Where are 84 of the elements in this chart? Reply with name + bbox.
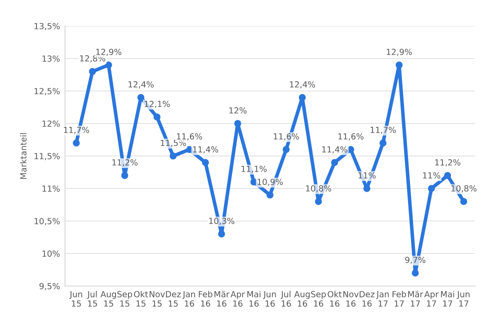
x-tick-label: Sep 15 [117, 291, 132, 307]
point [396, 62, 403, 68]
y-tick-label: 9,5% [39, 282, 60, 290]
data-label: 12,4% [290, 81, 316, 88]
data-label: 9,7% [405, 256, 426, 264]
x-tick-label: Mai 17 [441, 290, 454, 307]
point [202, 159, 209, 166]
x-tick-label: Dez 16 [360, 291, 374, 307]
data-label: 10,9% [258, 178, 283, 186]
x-tick-label: Feb 16 [198, 290, 212, 307]
point [88, 68, 96, 75]
data-label: 12,9% [386, 48, 412, 56]
y-tick-label: 11% [42, 185, 60, 192]
x-tick-label: Dez 15 [166, 291, 181, 307]
point [428, 185, 435, 192]
data-label: 11,7% [64, 126, 90, 134]
point [154, 114, 160, 120]
x-tick-label: Nov 15 [150, 291, 165, 307]
point [298, 94, 306, 101]
data-label: 11,4% [322, 146, 348, 154]
data-label: 10,8% [306, 185, 332, 192]
point [314, 198, 322, 205]
data-label: 11,2% [112, 159, 138, 166]
y-tick-label: 10% [42, 250, 60, 257]
data-label: 11,5% [160, 140, 186, 147]
x-tick-label: Jun 16 [263, 291, 276, 307]
data-label: 12,8% [80, 55, 106, 62]
data-label: 12,4% [128, 81, 154, 88]
point [170, 152, 177, 160]
y-tick-label: 12% [42, 120, 60, 127]
data-label: 11,7% [370, 126, 396, 134]
data-label: 10,3% [209, 218, 234, 225]
point [234, 120, 242, 127]
x-tick-label: Jun 15 [69, 291, 82, 307]
y-tick-label: 12,5% [34, 88, 60, 96]
x-tick-label: Aug 15 [100, 291, 116, 307]
data-label: 11,6% [274, 133, 299, 140]
data-label: 11% [358, 172, 376, 179]
point [72, 140, 80, 146]
data-label: 11,1% [242, 166, 267, 173]
x-tick-label: Okt 16 [328, 290, 342, 307]
y-tick-label: 13,5% [34, 22, 60, 30]
point [444, 172, 452, 179]
x-tick-label: Feb 17 [392, 290, 406, 307]
data-label: 12,9% [96, 48, 122, 56]
point [331, 159, 338, 166]
x-tick-label: Mär 16 [214, 290, 230, 307]
point [218, 230, 226, 238]
x-tick-label: Jun 17 [456, 291, 470, 307]
point [266, 192, 274, 198]
point [282, 146, 290, 153]
data-label: 11% [423, 172, 440, 179]
x-tick-label: Nov 16 [343, 291, 359, 307]
data-label: 11,2% [435, 159, 460, 166]
point [250, 178, 258, 186]
point [347, 146, 354, 153]
point [121, 172, 128, 179]
data-label: 11,6% [176, 133, 202, 140]
point [412, 270, 419, 276]
x-tick-label: Mai 16 [247, 290, 260, 307]
y-tick-label: 13% [42, 55, 60, 62]
y-tick-label: 11,5% [34, 152, 60, 160]
data-label: 11,4% [193, 146, 218, 154]
x-tick-label: Mär 17 [408, 290, 424, 307]
x-tick-label: Apr 16 [230, 291, 245, 307]
data-label: 11,6% [338, 133, 364, 140]
data-label: 10,8% [451, 185, 476, 192]
point [105, 62, 112, 68]
x-tick-label: Jul 15 [86, 290, 98, 307]
point [380, 140, 386, 146]
x-tick-label: Jul 16 [280, 290, 291, 307]
data-label: 12,1% [144, 100, 170, 108]
y-axis-title: Marktanteil [20, 133, 26, 179]
x-tick-label: Apr 17 [424, 291, 439, 307]
x-tick-label: Aug 16 [294, 291, 310, 307]
x-tick-label: Jan 17 [376, 291, 389, 307]
point [363, 185, 370, 192]
x-tick-label: Okt 15 [134, 290, 148, 307]
y-tick-label: 10,5% [34, 218, 60, 226]
point [460, 198, 468, 205]
point [137, 94, 144, 101]
x-tick-label: Jan 16 [182, 291, 196, 307]
data-label: 12% [229, 107, 247, 114]
x-tick-label: Sep 16 [311, 291, 326, 307]
